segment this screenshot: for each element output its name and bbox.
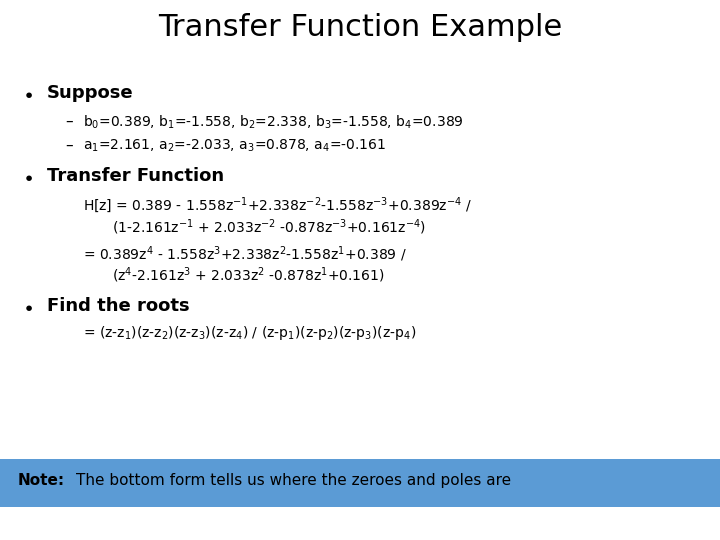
Text: b$_0$=0.389, b$_1$=-1.558, b$_2$=2.338, b$_3$=-1.558, b$_4$=0.389: b$_0$=0.389, b$_1$=-1.558, b$_2$=2.338, … xyxy=(83,113,464,131)
Text: The bottom form tells us where the zeroes and poles are: The bottom form tells us where the zeroe… xyxy=(76,473,510,488)
Text: Transfer Function Example: Transfer Function Example xyxy=(158,14,562,43)
Text: Find the roots: Find the roots xyxy=(47,297,189,315)
Bar xyxy=(0,459,720,507)
Text: Suppose: Suppose xyxy=(47,84,133,102)
Text: = 0.389z$^{4}$ - 1.558z$^{3}$+2.338z$^{2}$-1.558z$^{1}$+0.389 /: = 0.389z$^{4}$ - 1.558z$^{3}$+2.338z$^{2… xyxy=(83,244,407,264)
Text: –: – xyxy=(65,138,73,153)
Text: (z$^{4}$-2.161z$^{3}$ + 2.033z$^{2}$ -0.878z$^{1}$+0.161): (z$^{4}$-2.161z$^{3}$ + 2.033z$^{2}$ -0.… xyxy=(112,266,384,285)
Text: $\bullet$: $\bullet$ xyxy=(22,297,32,316)
Text: Transfer Function: Transfer Function xyxy=(47,167,224,185)
Text: = (z-z$_1$)(z-z$_2$)(z-z$_3$)(z-z$_4$) / (z-p$_1$)(z-p$_2$)(z-p$_3$)(z-p$_4$): = (z-z$_1$)(z-z$_2$)(z-z$_3$)(z-z$_4$) /… xyxy=(83,324,416,342)
Text: $\bullet$: $\bullet$ xyxy=(22,167,32,186)
Text: a$_1$=2.161, a$_2$=-2.033, a$_3$=0.878, a$_4$=-0.161: a$_1$=2.161, a$_2$=-2.033, a$_3$=0.878, … xyxy=(83,138,386,154)
Text: (1-2.161z$^{-1}$ + 2.033z$^{-2}$ -0.878z$^{-3}$+0.161z$^{-4}$): (1-2.161z$^{-1}$ + 2.033z$^{-2}$ -0.878z… xyxy=(112,217,426,237)
Text: H[z] = 0.389 - 1.558z$^{-1}$+2.338z$^{-2}$-1.558z$^{-3}$+0.389z$^{-4}$ /: H[z] = 0.389 - 1.558z$^{-1}$+2.338z$^{-2… xyxy=(83,195,472,215)
Text: Note:: Note: xyxy=(18,473,65,488)
Text: $\bullet$: $\bullet$ xyxy=(22,84,32,103)
Text: –: – xyxy=(65,113,73,129)
